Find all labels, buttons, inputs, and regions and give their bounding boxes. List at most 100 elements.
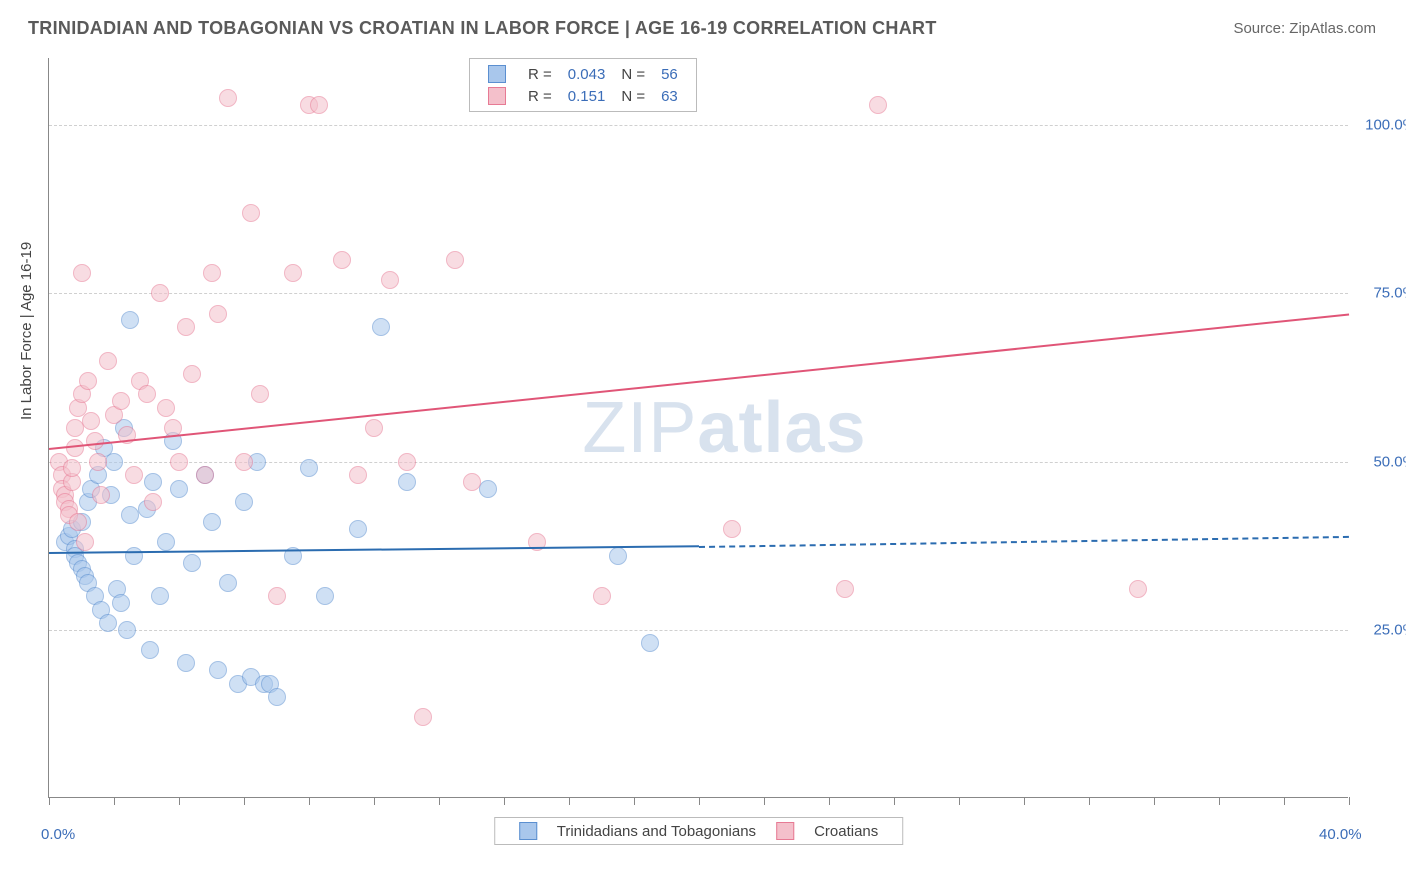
data-point (151, 284, 169, 302)
data-point (92, 486, 110, 504)
data-point (144, 493, 162, 511)
data-point (69, 513, 87, 531)
data-point (125, 466, 143, 484)
data-point (177, 654, 195, 672)
data-point (63, 459, 81, 477)
data-point (177, 318, 195, 336)
data-point (209, 305, 227, 323)
data-point (235, 453, 253, 471)
x-tick (374, 797, 375, 805)
x-tick (309, 797, 310, 805)
legend-swatch (776, 822, 794, 840)
data-point (723, 520, 741, 538)
data-point (89, 453, 107, 471)
trend-line (699, 536, 1349, 548)
y-tick-label: 50.0% (1373, 453, 1406, 470)
legend-row: R =0.151N =63 (480, 85, 686, 107)
data-point (349, 466, 367, 484)
x-tick (1089, 797, 1090, 805)
x-tick (439, 797, 440, 805)
x-tick (1219, 797, 1220, 805)
x-tick (699, 797, 700, 805)
data-point (151, 587, 169, 605)
data-point (414, 708, 432, 726)
data-point (372, 318, 390, 336)
gridline (49, 293, 1348, 294)
legend-label: Trinidadians and Tobagonians (557, 823, 756, 840)
legend-swatch (519, 822, 537, 840)
data-point (141, 641, 159, 659)
trend-line (49, 314, 1349, 451)
data-point (300, 459, 318, 477)
data-point (125, 547, 143, 565)
data-point (381, 271, 399, 289)
data-point (79, 372, 97, 390)
data-point (157, 533, 175, 551)
data-point (183, 554, 201, 572)
data-point (209, 661, 227, 679)
data-point (196, 466, 214, 484)
data-point (268, 688, 286, 706)
data-point (1129, 580, 1147, 598)
data-point (479, 480, 497, 498)
data-point (73, 264, 91, 282)
data-point (235, 493, 253, 511)
x-tick (829, 797, 830, 805)
data-point (86, 432, 104, 450)
plot-area: ZIPatlas R =0.043N =56R =0.151N =63 Trin… (48, 58, 1348, 798)
data-point (609, 547, 627, 565)
x-tick (504, 797, 505, 805)
data-point (310, 96, 328, 114)
data-point (365, 419, 383, 437)
x-tick (1349, 797, 1350, 805)
x-tick (1154, 797, 1155, 805)
data-point (170, 453, 188, 471)
data-point (121, 311, 139, 329)
legend-stats: R =0.043N =56R =0.151N =63 (469, 58, 697, 112)
y-tick-label: 75.0% (1373, 285, 1406, 302)
data-point (157, 399, 175, 417)
x-tick (569, 797, 570, 805)
data-point (219, 574, 237, 592)
data-point (333, 251, 351, 269)
data-point (251, 385, 269, 403)
data-point (82, 412, 100, 430)
x-tick (959, 797, 960, 805)
x-tick (114, 797, 115, 805)
gridline (49, 125, 1348, 126)
watermark: ZIPatlas (582, 387, 866, 469)
x-tick (894, 797, 895, 805)
data-point (349, 520, 367, 538)
x-tick (1024, 797, 1025, 805)
y-tick-label: 25.0% (1373, 621, 1406, 638)
data-point (836, 580, 854, 598)
x-tick (244, 797, 245, 805)
x-tick-label: 40.0% (1319, 826, 1362, 843)
legend-swatch (488, 87, 506, 105)
x-tick (764, 797, 765, 805)
data-point (203, 264, 221, 282)
data-point (99, 614, 117, 632)
legend-label: Croatians (814, 823, 878, 840)
data-point (316, 587, 334, 605)
data-point (203, 513, 221, 531)
data-point (398, 473, 416, 491)
data-point (183, 365, 201, 383)
data-point (170, 480, 188, 498)
data-point (641, 634, 659, 652)
data-point (398, 453, 416, 471)
data-point (76, 533, 94, 551)
source-attribution: Source: ZipAtlas.com (1233, 20, 1376, 37)
data-point (118, 621, 136, 639)
data-point (284, 264, 302, 282)
x-tick (179, 797, 180, 805)
gridline (49, 630, 1348, 631)
x-tick (49, 797, 50, 805)
data-point (112, 594, 130, 612)
x-tick (634, 797, 635, 805)
legend-row: R =0.043N =56 (480, 63, 686, 85)
data-point (463, 473, 481, 491)
data-point (268, 587, 286, 605)
trend-line (49, 546, 699, 555)
data-point (593, 587, 611, 605)
